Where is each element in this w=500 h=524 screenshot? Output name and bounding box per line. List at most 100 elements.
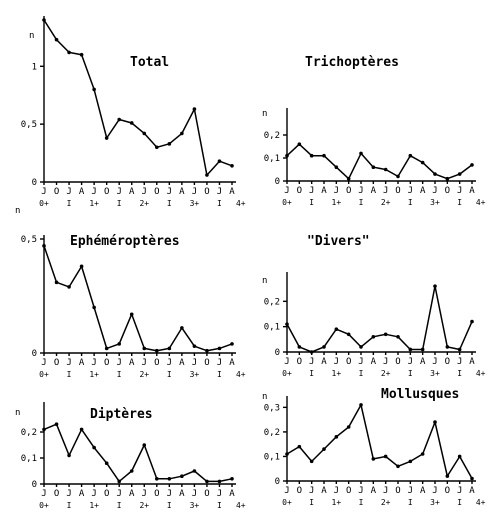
y-tick-label: 0	[32, 480, 37, 490]
age-label: I	[117, 370, 122, 379]
data-point	[230, 477, 234, 481]
data-point	[334, 435, 339, 439]
x-tick-label: J	[358, 486, 363, 496]
x-tick-label: A	[79, 358, 85, 368]
y-tick-label: 0,5	[21, 235, 37, 245]
y-tick-label: 0	[275, 348, 280, 358]
data-point	[205, 348, 209, 353]
chart-title: Mollusques	[381, 387, 459, 402]
y-tick-label: 0,2	[264, 131, 280, 141]
data-point	[104, 346, 109, 351]
data-point	[346, 176, 351, 181]
y-tick-label: 0	[32, 349, 37, 359]
age-label: I	[359, 498, 364, 507]
x-tick-label: O	[204, 187, 209, 197]
age-label: I	[217, 370, 222, 379]
data-point	[155, 145, 159, 150]
x-tick-label: J	[116, 489, 121, 499]
age-label: I	[117, 199, 122, 208]
x-tick-label: J	[383, 186, 388, 196]
y-tick-label: 0,2	[264, 428, 280, 438]
age-label: I	[217, 199, 222, 208]
data-point	[217, 159, 222, 163]
data-point	[309, 153, 314, 158]
age-label: I	[359, 369, 364, 378]
age-label: 3+	[190, 370, 200, 379]
y-axis-label: n	[15, 206, 20, 216]
y-tick-label: 0,1	[264, 323, 280, 333]
y-tick-label: 0,1	[264, 452, 280, 462]
age-label: I	[457, 198, 462, 207]
age-label: I	[408, 198, 413, 207]
data-point	[420, 452, 425, 456]
age-label: 3+	[190, 199, 200, 208]
x-tick-label: O	[54, 358, 59, 368]
data-point	[457, 454, 462, 459]
age-label: 0+	[282, 498, 292, 507]
x-tick-label: J	[192, 489, 197, 499]
data-point	[54, 422, 59, 427]
data-point	[383, 167, 388, 172]
x-tick-label: O	[154, 187, 159, 197]
data-point	[408, 347, 413, 352]
data-point	[67, 453, 71, 458]
data-point	[230, 342, 234, 346]
data-point	[230, 164, 234, 168]
data-point	[117, 479, 121, 484]
data-point	[396, 174, 400, 179]
data-point	[371, 335, 376, 339]
panel-4: 00,10,2nJ O J A J O J A J O J A J O J A0+ I 1+ I 2+ I 3+ I 4+"D…	[262, 234, 486, 378]
age-label: 4+	[476, 498, 486, 507]
x-tick-label: J	[432, 186, 437, 196]
x-tick-label: A	[371, 357, 377, 367]
data-point	[433, 420, 437, 424]
data-point	[129, 312, 134, 317]
x-tick-label: J	[284, 357, 289, 367]
age-label: 1+	[332, 369, 342, 378]
series-line	[43, 19, 233, 176]
x-tick-label: J	[167, 489, 172, 499]
age-label: 4+	[476, 369, 486, 378]
data-point	[180, 326, 184, 330]
data-point	[167, 477, 172, 481]
age-label: 1+	[332, 198, 342, 207]
x-tick-label: O	[346, 357, 351, 367]
age-label: 3+	[190, 501, 200, 510]
age-label: 1+	[332, 498, 342, 507]
data-point	[457, 347, 462, 352]
age-label: I	[167, 199, 172, 208]
data-point	[285, 153, 289, 158]
data-point	[129, 469, 134, 473]
x-tick-label: A	[79, 187, 85, 197]
x-tick-label: O	[204, 489, 209, 499]
data-point	[396, 464, 400, 469]
data-point	[285, 322, 289, 326]
x-tick-label: A	[469, 486, 475, 496]
y-axis-label: n	[29, 31, 34, 41]
x-tick-label: A	[420, 357, 426, 367]
series-line	[43, 423, 233, 483]
x-tick-label: J	[358, 186, 363, 196]
data-point	[297, 142, 302, 146]
y-axis-label: n	[15, 408, 20, 418]
data-point	[445, 176, 450, 181]
age-label: I	[309, 498, 314, 507]
x-tick-label: O	[395, 357, 400, 367]
age-label: I	[408, 498, 413, 507]
x-tick-label: A	[229, 358, 235, 368]
data-point	[117, 342, 121, 346]
data-point	[155, 348, 159, 353]
data-point	[67, 50, 71, 55]
x-tick-label: O	[104, 358, 109, 368]
data-point	[104, 461, 109, 466]
data-point	[322, 153, 326, 158]
chart-title: "Divers"	[307, 234, 370, 249]
data-point	[359, 345, 363, 349]
x-tick-label: J	[383, 486, 388, 496]
x-tick-label: O	[445, 357, 450, 367]
x-tick-label: J	[284, 186, 289, 196]
x-tick-label: A	[179, 489, 185, 499]
x-tick-label: J	[192, 187, 197, 197]
data-point	[205, 173, 209, 177]
